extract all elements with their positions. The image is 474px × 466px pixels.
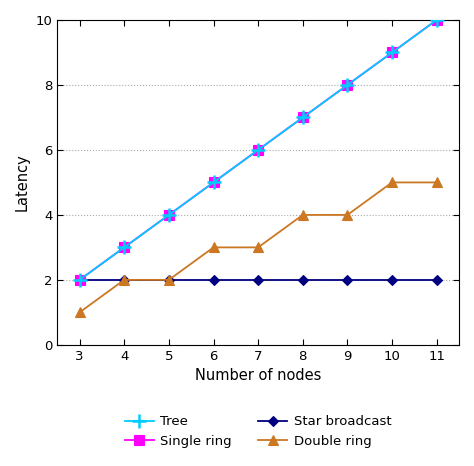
- Legend: Tree, Single ring, Star broadcast, Double ring: Tree, Single ring, Star broadcast, Doubl…: [119, 410, 397, 453]
- Tree: [166, 212, 172, 218]
- Double ring: [166, 277, 172, 283]
- Star broadcast: [434, 277, 439, 283]
- Line: Double ring: Double ring: [75, 178, 442, 317]
- Double ring: [300, 212, 306, 218]
- Double ring: [255, 245, 261, 250]
- Line: Single ring: Single ring: [75, 15, 442, 285]
- Single ring: [345, 82, 350, 88]
- Double ring: [345, 212, 350, 218]
- Double ring: [77, 309, 82, 315]
- Star broadcast: [300, 277, 306, 283]
- Line: Star broadcast: Star broadcast: [76, 276, 440, 283]
- X-axis label: Number of nodes: Number of nodes: [195, 368, 321, 383]
- Tree: [345, 82, 350, 88]
- Tree: [300, 115, 306, 120]
- Single ring: [434, 17, 439, 23]
- Double ring: [210, 245, 216, 250]
- Tree: [434, 17, 439, 23]
- Single ring: [166, 212, 172, 218]
- Star broadcast: [210, 277, 216, 283]
- Single ring: [210, 179, 216, 185]
- Line: Tree: Tree: [73, 13, 444, 287]
- Tree: [121, 245, 127, 250]
- Single ring: [389, 50, 395, 55]
- Double ring: [434, 179, 439, 185]
- Star broadcast: [166, 277, 172, 283]
- Single ring: [255, 147, 261, 153]
- Star broadcast: [255, 277, 261, 283]
- Double ring: [389, 179, 395, 185]
- Single ring: [77, 277, 82, 283]
- Star broadcast: [345, 277, 350, 283]
- Star broadcast: [389, 277, 395, 283]
- Double ring: [121, 277, 127, 283]
- Star broadcast: [77, 277, 82, 283]
- Single ring: [121, 245, 127, 250]
- Tree: [255, 147, 261, 153]
- Single ring: [300, 115, 306, 120]
- Tree: [389, 50, 395, 55]
- Y-axis label: Latency: Latency: [15, 153, 30, 211]
- Tree: [77, 277, 82, 283]
- Star broadcast: [121, 277, 127, 283]
- Tree: [210, 179, 216, 185]
